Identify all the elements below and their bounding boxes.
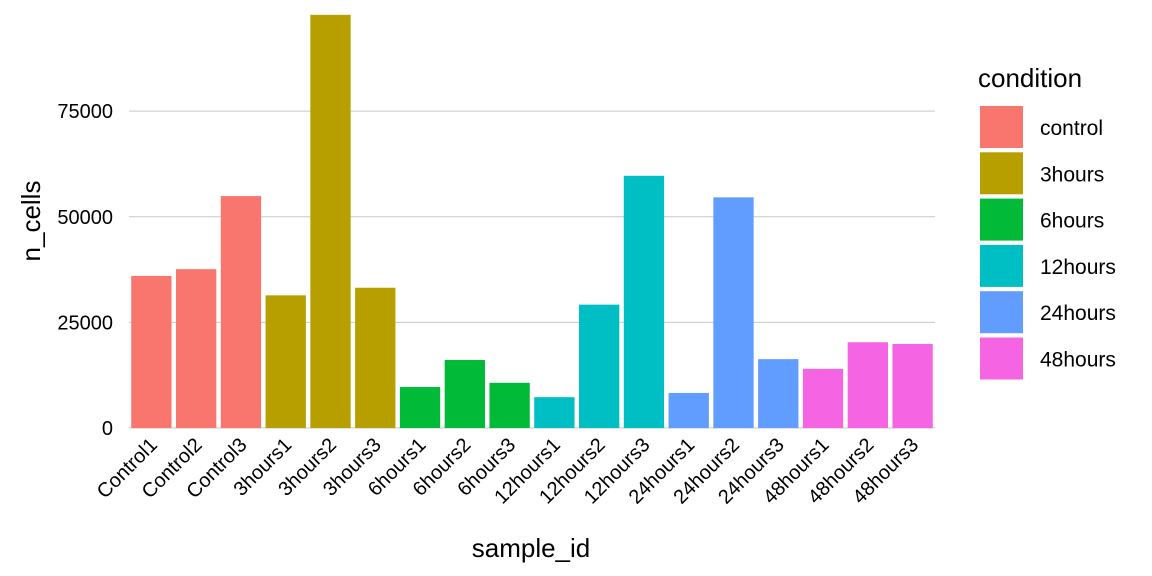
bar-12hours3: [623, 175, 665, 428]
x-axis-ticks: Control1Control2Control33hours13hours23h…: [93, 434, 923, 509]
legend-label-12hours: 12hours: [1040, 256, 1116, 279]
legend-swatch-control: [980, 106, 1023, 148]
legend-label-24hours: 24hours: [1040, 302, 1116, 325]
bar-Control2: [176, 269, 217, 428]
legend-title: condition: [978, 63, 1082, 93]
y-tick-label: 50000: [57, 207, 113, 229]
bar-3hours2: [310, 14, 351, 428]
bar-48hours2: [847, 342, 888, 428]
y-tick-label: 75000: [57, 101, 113, 123]
bar-6hours3: [489, 382, 530, 428]
legend-swatch-48hours: [980, 337, 1023, 380]
y-axis-ticks: 0 25000 50000 75000: [57, 101, 113, 440]
legend-label-control: control: [1040, 117, 1103, 140]
bar-24hours3: [758, 359, 799, 428]
legend-label-3hours: 3hours: [1040, 163, 1104, 186]
bar-6hours2: [444, 359, 485, 428]
bar-3hours1: [265, 295, 306, 428]
y-tick-label: 0: [102, 418, 113, 440]
legend-label-48hours: 48hours: [1040, 349, 1116, 372]
bar-48hours3: [892, 343, 933, 428]
bar-24hours2: [713, 197, 754, 428]
bars: [131, 14, 933, 428]
x-axis-title: sample_id: [472, 533, 591, 563]
bar-12hours2: [579, 304, 620, 428]
legend-swatch-6hours: [980, 198, 1023, 241]
bar-6hours1: [399, 387, 441, 428]
legend-swatch-12hours: [980, 244, 1023, 287]
y-axis-title: n_cells: [16, 181, 46, 262]
bar-3hours3: [355, 287, 396, 428]
bar-24hours1: [668, 392, 709, 428]
bar-Control1: [131, 275, 172, 428]
y-tick-label: 25000: [57, 312, 113, 334]
legend-swatch-3hours: [980, 152, 1023, 195]
legend-label-6hours: 6hours: [1040, 210, 1104, 233]
legend: condition control 3hours 6hours 12hours 24ho…: [978, 63, 1116, 380]
bar-Control3: [220, 196, 262, 428]
bar-48hours1: [802, 368, 844, 428]
gridlines: [129, 110, 935, 429]
bar-12hours1: [534, 397, 575, 428]
legend-swatch-24hours: [980, 291, 1023, 334]
